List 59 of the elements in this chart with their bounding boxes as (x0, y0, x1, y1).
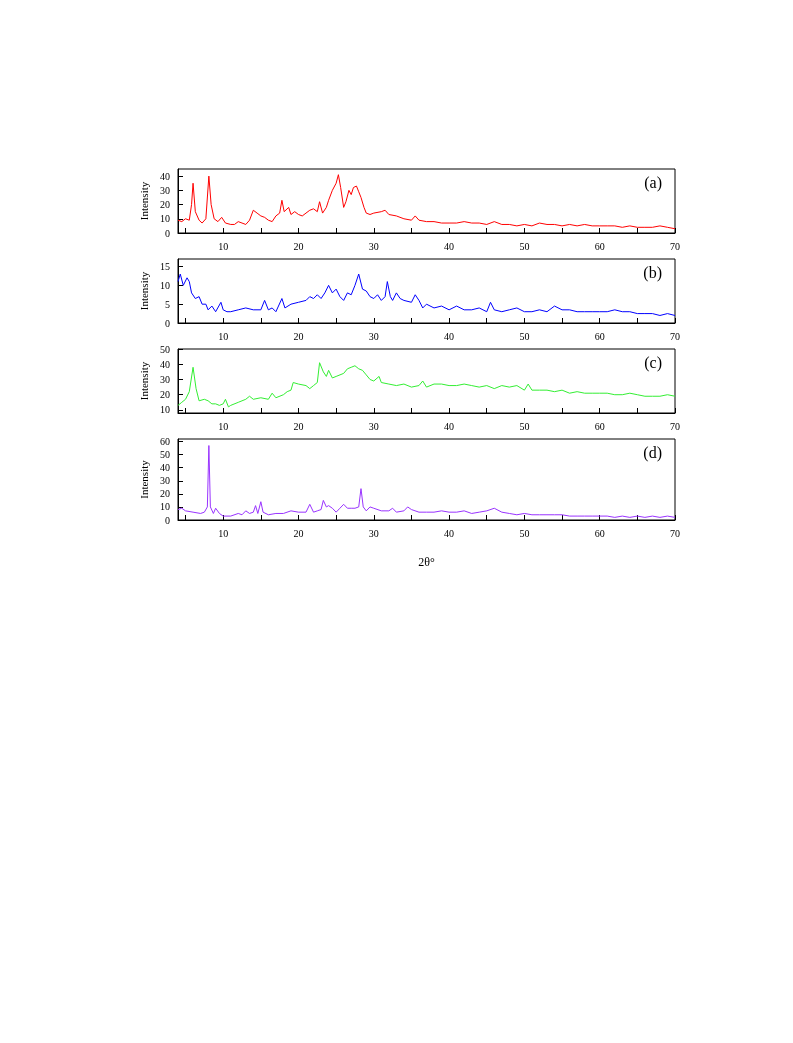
x-tick-label: 20 (293, 240, 304, 252)
x-tick-label: 40 (444, 240, 455, 252)
y-tick-label: 40 (160, 462, 170, 474)
x-tick-label: 30 (368, 527, 379, 539)
x-tick-label: 30 (368, 240, 379, 252)
chart-title: (d) (643, 443, 662, 462)
y-tick-label: 15 (160, 261, 170, 273)
y-tick-label: 40 (160, 358, 170, 370)
x-tick-label: 70 (670, 330, 680, 342)
y-tick-label: 10 (160, 279, 170, 291)
y-tick-label: 20 (160, 199, 170, 211)
y-tick-label: 30 (160, 184, 170, 196)
x-tick-label: 60 (594, 527, 605, 539)
line-series (177, 174, 676, 230)
y-tick-label: 10 (160, 404, 170, 416)
x-tick-label: 10 (218, 420, 229, 432)
x-tick-label: 60 (594, 240, 605, 252)
y-tick-label: 0 (165, 227, 170, 239)
x-tick-label: 70 (670, 420, 680, 432)
y-tick-label: 10 (160, 501, 170, 513)
y-tick-label: 0 (165, 317, 170, 329)
x-tick-label: 20 (293, 420, 304, 432)
x-axis-title: 2θ° (418, 555, 435, 569)
y-tick-label: 5 (165, 298, 170, 310)
y-tick-label: 30 (160, 373, 170, 385)
x-tick-label: 10 (218, 330, 229, 342)
x-tick-label: 40 (444, 527, 455, 539)
x-tick-label: 20 (293, 330, 304, 342)
x-tick-label: 40 (444, 330, 455, 342)
y-tick-label: 20 (160, 488, 170, 500)
y-tick-label: 50 (160, 449, 170, 461)
x-tick-label: 30 (368, 330, 379, 342)
x-tick-label: 50 (519, 330, 530, 342)
y-axis-title: Intensity (137, 181, 150, 221)
x-tick-label: 50 (519, 240, 530, 252)
x-tick-label: 10 (218, 527, 229, 539)
y-tick-label: 60 (160, 436, 170, 448)
x-tick-label: 20 (293, 527, 304, 539)
y-tick-label: 0 (165, 514, 170, 526)
x-tick-label: 40 (444, 420, 455, 432)
chart-title: (c) (644, 353, 663, 372)
x-tick-label: 30 (368, 420, 379, 432)
x-tick-label: 50 (519, 420, 530, 432)
y-axis-title: Intensity (137, 361, 150, 401)
chart-title: (b) (643, 263, 662, 282)
x-tick-label: 70 (670, 240, 680, 252)
y-tick-label: 40 (160, 170, 170, 182)
chart-title: (a) (644, 173, 663, 192)
y-tick-label: 10 (160, 213, 170, 225)
x-tick-label: 70 (670, 527, 680, 539)
x-tick-label: 60 (594, 330, 605, 342)
y-tick-label: 30 (160, 475, 170, 487)
y-axis-title: Intensity (137, 459, 150, 499)
x-tick-label: 10 (218, 240, 229, 252)
y-tick-label: 20 (160, 389, 170, 401)
y-axis-title: Intensity (137, 271, 150, 311)
x-tick-label: 50 (519, 527, 530, 539)
x-tick-label: 60 (594, 420, 605, 432)
y-tick-label: 50 (160, 343, 170, 355)
